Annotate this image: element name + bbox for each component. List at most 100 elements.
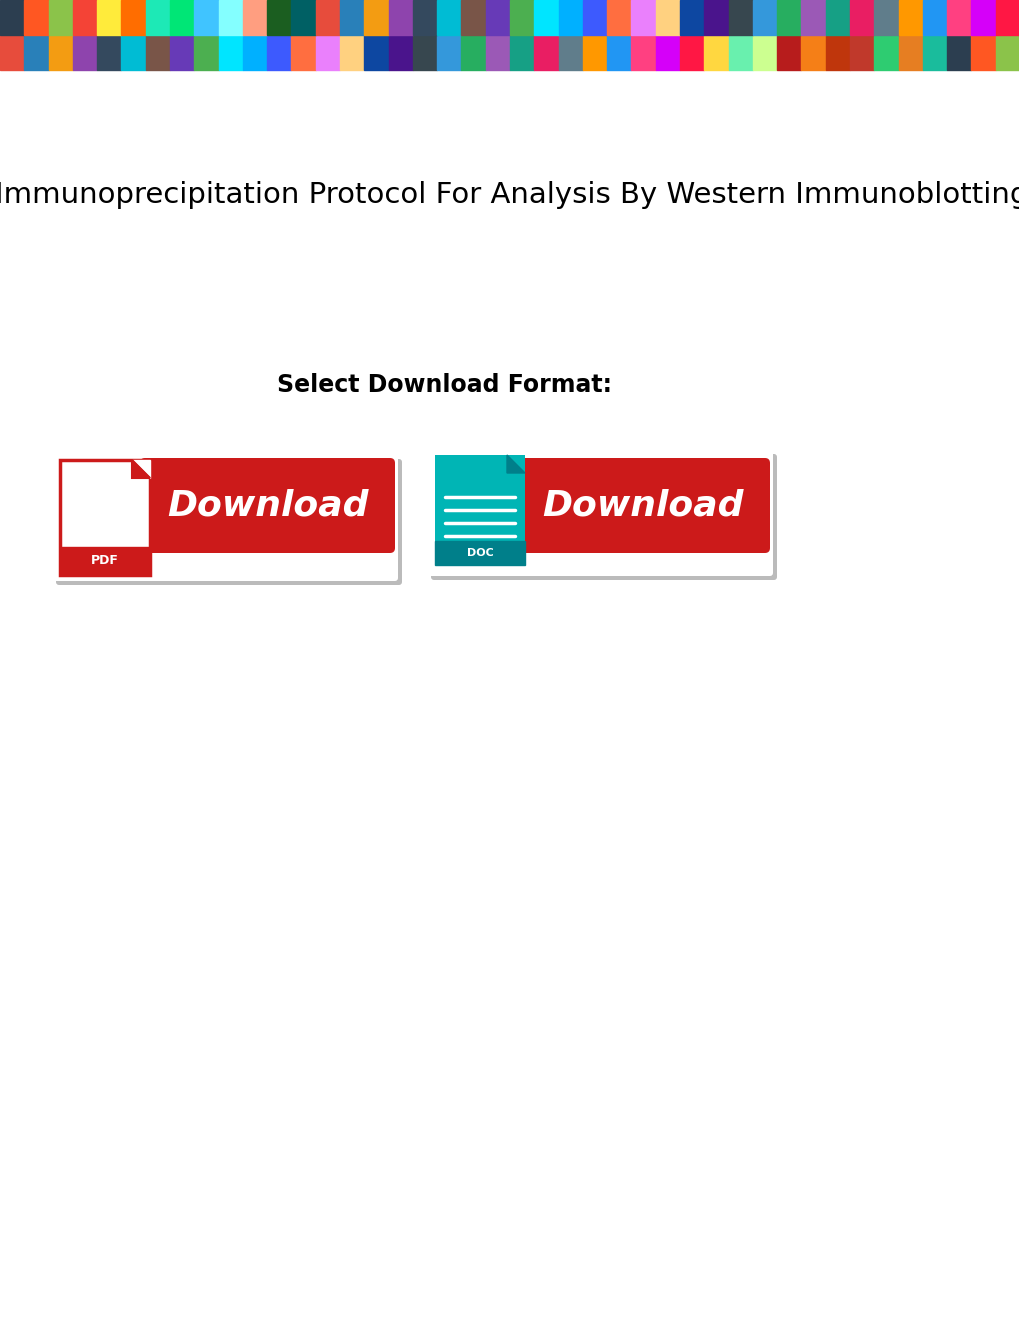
- Bar: [461, 36, 485, 70]
- Bar: [776, 36, 801, 70]
- Bar: [970, 0, 995, 36]
- Bar: [510, 36, 534, 70]
- Bar: [339, 0, 364, 36]
- Text: Select Download Format:: Select Download Format:: [277, 374, 611, 397]
- Bar: [364, 36, 388, 70]
- Bar: [267, 0, 291, 36]
- Bar: [316, 36, 339, 70]
- Bar: [72, 36, 97, 70]
- Bar: [655, 0, 680, 36]
- Bar: [922, 0, 947, 36]
- Bar: [947, 0, 970, 36]
- Bar: [606, 0, 631, 36]
- Bar: [267, 36, 291, 70]
- Bar: [510, 0, 534, 36]
- Bar: [194, 0, 218, 36]
- Bar: [218, 36, 243, 70]
- Bar: [534, 36, 558, 70]
- Bar: [146, 0, 170, 36]
- Bar: [752, 36, 776, 70]
- Bar: [437, 0, 461, 36]
- Bar: [49, 0, 72, 36]
- Bar: [243, 0, 267, 36]
- Bar: [24, 36, 49, 70]
- Bar: [825, 0, 849, 36]
- FancyBboxPatch shape: [434, 455, 525, 565]
- Bar: [24, 0, 49, 36]
- Bar: [170, 36, 194, 70]
- FancyBboxPatch shape: [427, 450, 772, 576]
- Bar: [752, 0, 776, 36]
- Bar: [146, 36, 170, 70]
- FancyBboxPatch shape: [60, 459, 150, 576]
- Bar: [461, 0, 485, 36]
- Bar: [291, 36, 316, 70]
- Bar: [873, 0, 898, 36]
- Bar: [434, 541, 525, 565]
- Bar: [218, 0, 243, 36]
- Bar: [97, 0, 121, 36]
- Bar: [0, 0, 24, 36]
- Bar: [947, 36, 970, 70]
- Bar: [413, 36, 437, 70]
- Bar: [121, 36, 146, 70]
- Bar: [170, 0, 194, 36]
- FancyBboxPatch shape: [431, 454, 776, 579]
- Bar: [437, 36, 461, 70]
- FancyBboxPatch shape: [515, 458, 769, 553]
- Bar: [849, 36, 873, 70]
- Bar: [121, 0, 146, 36]
- Bar: [60, 546, 150, 576]
- Bar: [194, 36, 218, 70]
- Bar: [922, 36, 947, 70]
- Bar: [680, 0, 703, 36]
- Bar: [49, 36, 72, 70]
- FancyBboxPatch shape: [140, 458, 394, 553]
- Bar: [388, 36, 413, 70]
- Polygon shape: [131, 459, 150, 478]
- Bar: [582, 0, 606, 36]
- Bar: [316, 0, 339, 36]
- Bar: [703, 0, 728, 36]
- Bar: [339, 36, 364, 70]
- FancyBboxPatch shape: [52, 455, 397, 581]
- Bar: [801, 0, 825, 36]
- Text: Immunoprecipitation Protocol For Analysis By Western Immunoblotting: Immunoprecipitation Protocol For Analysi…: [0, 181, 1019, 209]
- Polygon shape: [506, 455, 525, 473]
- Bar: [413, 0, 437, 36]
- Bar: [485, 0, 510, 36]
- FancyBboxPatch shape: [56, 459, 401, 585]
- Bar: [291, 0, 316, 36]
- Bar: [558, 36, 582, 70]
- Bar: [582, 36, 606, 70]
- Bar: [534, 0, 558, 36]
- Bar: [680, 36, 703, 70]
- Bar: [72, 0, 97, 36]
- Bar: [0, 36, 24, 70]
- Bar: [728, 0, 752, 36]
- Bar: [776, 0, 801, 36]
- Bar: [898, 36, 922, 70]
- Bar: [655, 36, 680, 70]
- Bar: [995, 36, 1019, 70]
- Bar: [728, 36, 752, 70]
- Bar: [631, 36, 655, 70]
- Text: Download: Download: [166, 488, 368, 523]
- Bar: [873, 36, 898, 70]
- Bar: [388, 0, 413, 36]
- Bar: [970, 36, 995, 70]
- Bar: [243, 36, 267, 70]
- Bar: [97, 36, 121, 70]
- Bar: [485, 36, 510, 70]
- Bar: [703, 36, 728, 70]
- Bar: [558, 0, 582, 36]
- Bar: [631, 0, 655, 36]
- Bar: [898, 0, 922, 36]
- Bar: [849, 0, 873, 36]
- Polygon shape: [131, 459, 150, 478]
- Bar: [364, 0, 388, 36]
- Text: DOC: DOC: [466, 548, 493, 558]
- Bar: [825, 36, 849, 70]
- Text: Download: Download: [541, 488, 743, 523]
- Bar: [801, 36, 825, 70]
